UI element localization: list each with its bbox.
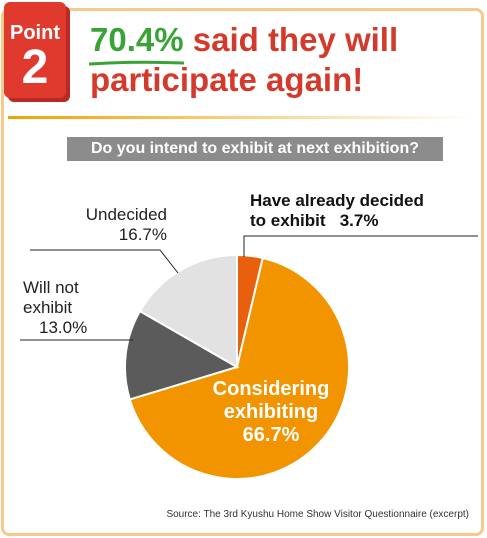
label-line: 16.7% bbox=[118, 225, 167, 244]
headline-line2: participate again! bbox=[90, 61, 364, 98]
slice-will-not bbox=[124, 309, 240, 401]
badge-label: Point bbox=[10, 22, 60, 44]
headline-underline bbox=[89, 60, 184, 66]
label-line: to exhibit 3.7% bbox=[250, 211, 379, 230]
headline-highlight: 70.4% bbox=[90, 21, 184, 58]
label-line: 66.7% bbox=[242, 424, 300, 446]
headline: 70.4% said they will participate again! bbox=[90, 20, 470, 100]
label-considering: Considering exhibiting 66.7% bbox=[196, 378, 346, 447]
label-line: exhibit bbox=[23, 298, 73, 317]
headline-line1-rest: said they will bbox=[183, 21, 399, 58]
badge-number: 2 bbox=[21, 41, 49, 94]
label-line: exhibiting bbox=[223, 401, 319, 423]
label-already-decided: Have already decided to exhibit 3.7% bbox=[250, 191, 424, 231]
label-will-not-exhibit: Will not exhibit 13.0% bbox=[23, 278, 87, 338]
source-note: Source: The 3rd Kyushu Home Show Visitor… bbox=[166, 509, 469, 520]
leader-already-decided bbox=[243, 235, 478, 257]
label-line: Undecided bbox=[85, 205, 167, 224]
label-line: Have already decided bbox=[250, 191, 424, 210]
card-frame bbox=[1, 8, 484, 536]
divider bbox=[8, 116, 474, 119]
label-line: Considering bbox=[212, 378, 330, 400]
question-banner: Do you intend to exhibit at next exhibit… bbox=[67, 137, 443, 161]
leader-undecided bbox=[30, 249, 179, 274]
label-line: Will not bbox=[23, 278, 79, 297]
slice-undecided bbox=[138, 253, 238, 369]
slice-considering bbox=[128, 256, 350, 480]
point-badge: Point 2 bbox=[4, 2, 66, 98]
label-line: 13.0% bbox=[39, 318, 88, 337]
label-undecided: Undecided 16.7% bbox=[67, 205, 167, 245]
